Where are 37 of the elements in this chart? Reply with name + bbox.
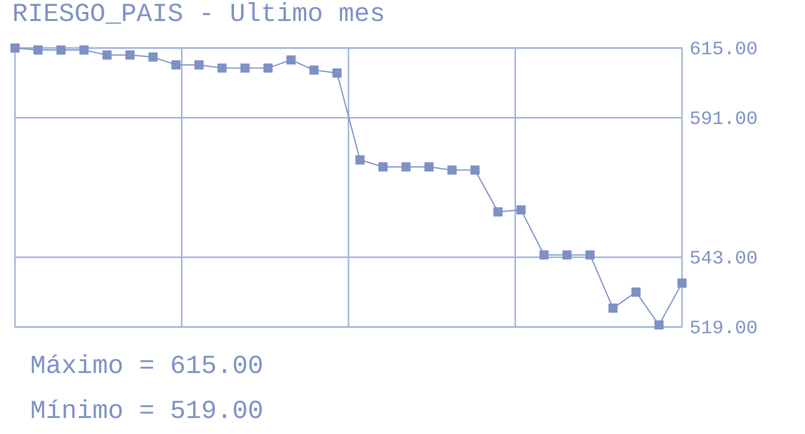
point (286, 55, 296, 65)
point (447, 165, 457, 175)
point (56, 45, 66, 55)
point (309, 65, 319, 75)
point (493, 207, 503, 217)
point (125, 50, 135, 60)
point (539, 250, 549, 260)
chart-title: RIESGO_PAIS - Ultimo mes (14, 2, 384, 24)
point (585, 250, 595, 260)
point (654, 320, 664, 330)
text: Mínimo = 519.00 (32, 399, 262, 418)
text: Máximo = 615.00 (32, 354, 262, 374)
point (470, 165, 480, 175)
point (102, 50, 112, 60)
point (378, 162, 388, 172)
point (217, 63, 227, 73)
y-tick-label: 519.00 (690, 320, 757, 334)
point (401, 162, 411, 172)
point (562, 250, 572, 260)
point (148, 52, 158, 62)
point (194, 60, 204, 70)
point (240, 63, 250, 73)
y-tick-label: 543.00 (690, 250, 757, 264)
point (677, 278, 687, 288)
point (355, 155, 365, 164)
point (171, 60, 181, 70)
point (332, 68, 342, 78)
point (33, 45, 43, 55)
point (516, 205, 526, 214)
y-tick-label: 591.00 (690, 111, 757, 124)
point (10, 43, 20, 53)
point (79, 45, 89, 55)
point (263, 63, 273, 73)
point (424, 162, 434, 172)
point (631, 288, 641, 297)
point (608, 303, 618, 313)
y-tick-label: 615.00 (690, 42, 757, 54)
